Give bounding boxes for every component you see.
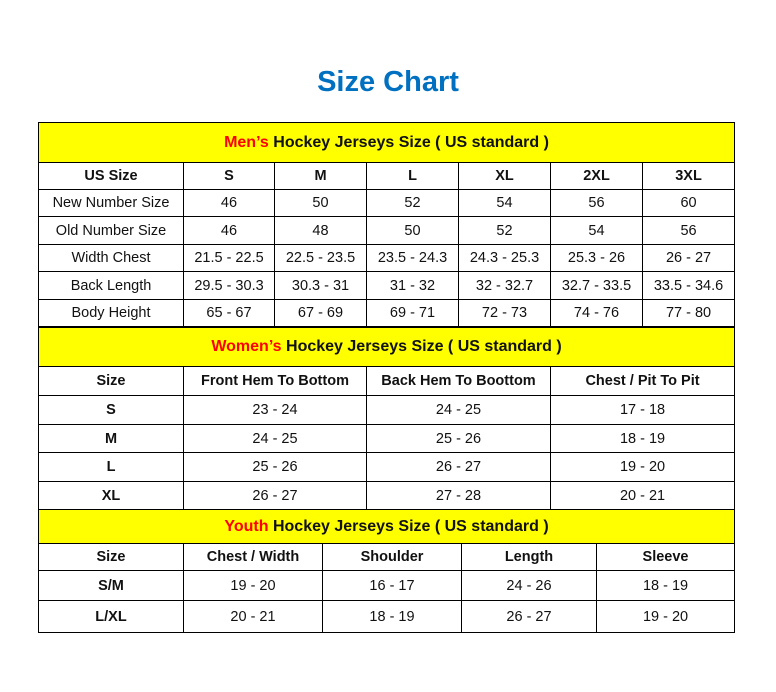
youth-header-cell: Size xyxy=(38,543,184,571)
men-value-cell: 54 xyxy=(550,216,643,245)
men-value-cell: 65 - 67 xyxy=(183,299,275,327)
page-title: Size Chart xyxy=(317,66,459,98)
women-table-row: S 23 - 24 24 - 25 17 - 18 xyxy=(38,395,736,425)
women-row-label: S xyxy=(38,395,184,425)
women-value-cell: 20 - 21 xyxy=(549,481,736,510)
men-header-cell: 3XL xyxy=(641,162,736,190)
youth-value-cell: 16 - 17 xyxy=(322,570,462,601)
youth-row-label: L/XL xyxy=(38,600,184,633)
men-value-cell: 32.7 - 33.5 xyxy=(550,271,643,300)
youth-value-cell: 20 - 21 xyxy=(183,600,323,633)
men-value-cell: 33.5 - 34.6 xyxy=(641,271,736,300)
women-value-cell: 26 - 27 xyxy=(183,481,367,510)
men-row-label: New Number Size xyxy=(38,189,184,217)
women-header-cell: Chest / Pit To Pit xyxy=(549,366,736,396)
youth-header-cell: Shoulder xyxy=(322,543,462,571)
men-value-cell: 32 - 32.7 xyxy=(458,271,551,300)
youth-header-cell: Chest / Width xyxy=(183,543,323,571)
men-value-cell: 52 xyxy=(366,189,459,217)
mens-size-table: Men’s Hockey Jerseys Size ( US standard … xyxy=(37,122,736,327)
women-value-cell: 25 - 26 xyxy=(366,424,551,453)
men-value-cell: 56 xyxy=(550,189,643,217)
women-table-row: XL 26 - 27 27 - 28 20 - 21 xyxy=(38,481,736,510)
men-row-label: Old Number Size xyxy=(38,216,184,245)
men-value-cell: 72 - 73 xyxy=(458,299,551,327)
women-value-cell: 23 - 24 xyxy=(183,395,367,425)
men-header-cell: L xyxy=(366,162,459,190)
women-value-cell: 27 - 28 xyxy=(366,481,551,510)
women-value-cell: 19 - 20 xyxy=(549,452,736,482)
men-value-cell: 50 xyxy=(274,189,367,217)
men-header-cell: XL xyxy=(458,162,551,190)
women-value-cell: 24 - 25 xyxy=(183,424,367,453)
womens-section-title: Women’s Hockey Jerseys Size ( US standar… xyxy=(37,327,736,367)
youth-size-table: Youth Hockey Jerseys Size ( US standard … xyxy=(37,509,736,633)
men-header-cell: M xyxy=(274,162,367,190)
men-value-cell: 46 xyxy=(183,216,275,245)
men-value-cell: 23.5 - 24.3 xyxy=(366,244,459,272)
women-value-cell: 25 - 26 xyxy=(183,452,367,482)
women-table-row: L 25 - 26 26 - 27 19 - 20 xyxy=(38,452,736,482)
women-row-label: M xyxy=(38,424,184,453)
men-value-cell: 30.3 - 31 xyxy=(274,271,367,300)
men-header-cell: 2XL xyxy=(550,162,643,190)
youth-value-cell: 18 - 19 xyxy=(322,600,462,633)
men-value-cell: 56 xyxy=(641,216,736,245)
men-value-cell: 22.5 - 23.5 xyxy=(274,244,367,272)
men-table-row: Width Chest 21.5 - 22.5 22.5 - 23.5 23.5 - … xyxy=(38,244,736,272)
youth-value-cell: 19 - 20 xyxy=(595,600,736,633)
men-value-cell: 21.5 - 22.5 xyxy=(183,244,275,272)
youth-value-cell: 26 - 27 xyxy=(461,600,597,633)
men-header-cell: S xyxy=(183,162,275,190)
youth-value-cell: 24 - 26 xyxy=(461,570,597,601)
youth-header-cell: Length xyxy=(461,543,597,571)
youth-value-cell: 19 - 20 xyxy=(183,570,323,601)
women-header-cell: Size xyxy=(38,366,184,396)
mens-section-title: Men’s Hockey Jerseys Size ( US standard … xyxy=(37,122,736,163)
women-table-row: M 24 - 25 25 - 26 18 - 19 xyxy=(38,424,736,453)
men-value-cell: 25.3 - 26 xyxy=(550,244,643,272)
men-value-cell: 31 - 32 xyxy=(366,271,459,300)
men-header-cell: US Size xyxy=(38,162,184,190)
men-value-cell: 74 - 76 xyxy=(550,299,643,327)
women-value-cell: 26 - 27 xyxy=(366,452,551,482)
youth-table-row: S/M 19 - 20 16 - 17 24 - 26 18 - 19 xyxy=(38,570,736,601)
women-header-cell: Front Hem To Bottom xyxy=(183,366,367,396)
youth-table-row: L/XL 20 - 21 18 - 19 26 - 27 19 - 20 xyxy=(38,600,736,633)
men-value-cell: 54 xyxy=(458,189,551,217)
women-value-cell: 24 - 25 xyxy=(366,395,551,425)
men-table-row: Old Number Size 46 48 50 52 54 56 xyxy=(38,216,736,245)
womens-size-table: Women’s Hockey Jerseys Size ( US standar… xyxy=(37,327,736,510)
men-value-cell: 50 xyxy=(366,216,459,245)
men-table-row: Body Height 65 - 67 67 - 69 69 - 71 72 - 73 7… xyxy=(38,299,736,327)
youth-row-label: S/M xyxy=(38,570,184,601)
women-row-label: XL xyxy=(38,481,184,510)
men-value-cell: 52 xyxy=(458,216,551,245)
youth-section-title: Youth Hockey Jerseys Size ( US standard … xyxy=(37,509,736,544)
men-value-cell: 77 - 80 xyxy=(641,299,736,327)
men-value-cell: 60 xyxy=(641,189,736,217)
men-value-cell: 24.3 - 25.3 xyxy=(458,244,551,272)
men-table-row: New Number Size 46 50 52 54 56 60 xyxy=(38,189,736,217)
men-value-cell: 26 - 27 xyxy=(641,244,736,272)
women-value-cell: 17 - 18 xyxy=(549,395,736,425)
men-row-label: Back Length xyxy=(38,271,184,300)
youth-header-cell: Sleeve xyxy=(595,543,736,571)
men-row-label: Width Chest xyxy=(38,244,184,272)
women-header-cell: Back Hem To Boottom xyxy=(366,366,551,396)
men-value-cell: 46 xyxy=(183,189,275,217)
men-row-label: Body Height xyxy=(38,299,184,327)
men-table-row: Back Length 29.5 - 30.3 30.3 - 31 31 - 32 32… xyxy=(38,271,736,300)
men-value-cell: 69 - 71 xyxy=(366,299,459,327)
women-row-label: L xyxy=(38,452,184,482)
youth-value-cell: 18 - 19 xyxy=(595,570,736,601)
men-value-cell: 29.5 - 30.3 xyxy=(183,271,275,300)
women-value-cell: 18 - 19 xyxy=(549,424,736,453)
men-value-cell: 48 xyxy=(274,216,367,245)
men-value-cell: 67 - 69 xyxy=(274,299,367,327)
